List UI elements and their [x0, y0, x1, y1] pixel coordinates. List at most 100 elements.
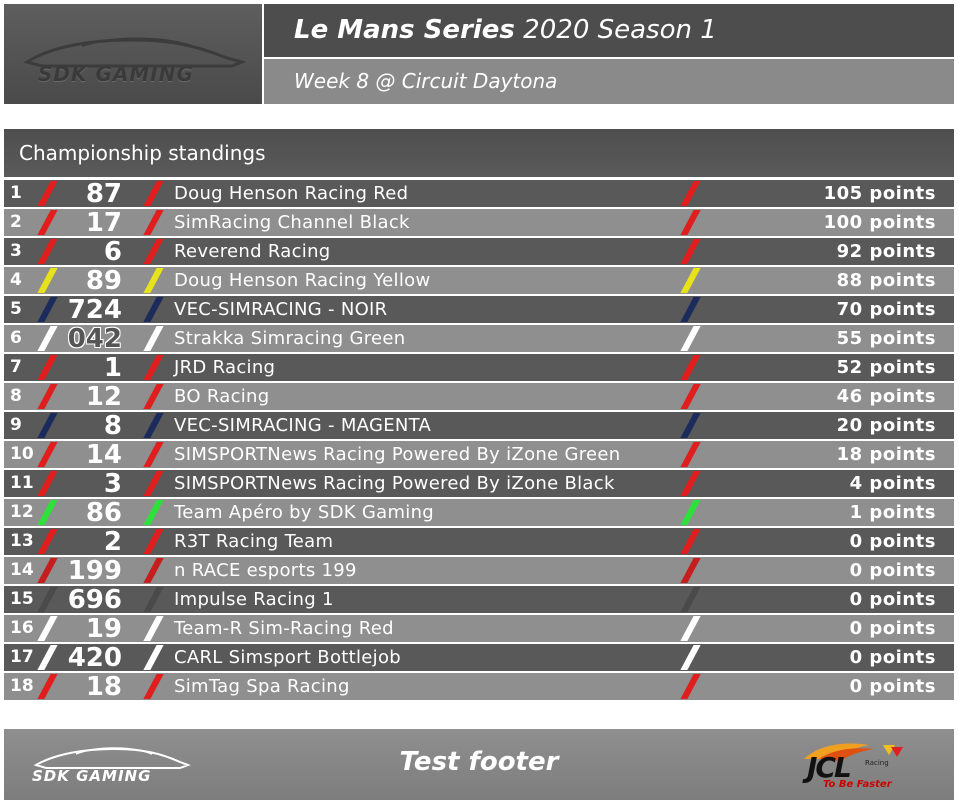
flame-icon — [804, 743, 903, 761]
standings-row: 6 042 Strakka Simracing Green 55 points — [4, 324, 954, 354]
team-points: 70 points — [836, 299, 936, 320]
team-color-stripe — [143, 210, 164, 235]
car-number: 042 — [67, 324, 122, 354]
car-number: 8 — [103, 411, 122, 441]
team-color-stripe — [37, 355, 58, 380]
position: 2 — [10, 212, 22, 232]
standings-row: 1 87 Doug Henson Racing Red 105 points — [4, 179, 954, 209]
standings-row: 5 724 VEC-SIMRACING - NOIR 70 points — [4, 295, 954, 325]
footer-text: Test footer — [399, 747, 559, 777]
standings-row: 2 17 SimRacing Channel Black 100 points — [4, 208, 954, 238]
team-name: Team-R Sim-Racing Red — [174, 618, 394, 639]
team-color-stripe — [37, 239, 58, 264]
team-color-stripe — [680, 384, 701, 409]
team-color-stripe — [37, 587, 58, 612]
team-points: 0 points — [849, 676, 936, 697]
section-title: Championship standings — [19, 141, 266, 165]
team-color-stripe — [680, 297, 701, 322]
team-points: 0 points — [849, 589, 936, 610]
team-color-stripe — [680, 268, 701, 293]
jcl-racing-logo: JCL Racing To Be Faster — [799, 739, 919, 791]
position: 14 — [10, 560, 34, 580]
team-color-stripe — [37, 558, 58, 583]
car-number: 14 — [85, 440, 122, 470]
standings-row: 15 696 Impulse Racing 1 0 points — [4, 585, 954, 615]
team-points: 52 points — [836, 357, 936, 378]
position: 10 — [10, 444, 34, 464]
sdk-gaming-logo: SDK GAMING — [4, 4, 262, 104]
position: 3 — [10, 241, 22, 261]
team-name: BO Racing — [174, 386, 270, 407]
page-title: Le Mans Series 2020 Season 1 — [294, 15, 717, 45]
team-points: 88 points — [836, 270, 936, 291]
team-color-stripe — [143, 645, 164, 670]
car-number: 724 — [67, 295, 122, 325]
standings-row: 12 86 Team Apéro by SDK Gaming 1 points — [4, 498, 954, 528]
team-color-stripe — [680, 442, 701, 467]
team-color-stripe — [680, 471, 701, 496]
team-color-stripe — [143, 384, 164, 409]
title-series: Le Mans Series — [294, 15, 515, 45]
standings-row: 7 1 JRD Racing 52 points — [4, 353, 954, 383]
team-color-stripe — [680, 587, 701, 612]
team-points: 0 points — [849, 531, 936, 552]
title-bar: Le Mans Series 2020 Season 1 — [264, 4, 954, 57]
team-color-stripe — [37, 210, 58, 235]
team-color-stripe — [143, 674, 164, 699]
team-color-stripe — [143, 268, 164, 293]
team-name: Doug Henson Racing Yellow — [174, 270, 431, 291]
team-color-stripe — [143, 529, 164, 554]
team-color-stripe — [37, 326, 58, 351]
team-color-stripe — [37, 645, 58, 670]
team-color-stripe — [37, 674, 58, 699]
title-season: 2020 Season 1 — [514, 15, 717, 45]
car-number: 696 — [67, 585, 122, 615]
logo-text: SDK GAMING — [38, 62, 194, 86]
standings-row: 3 6 Reverend Racing 92 points — [4, 237, 954, 267]
footer: SDK GAMING Test footer JCL Racing To Be … — [4, 729, 954, 800]
team-name: VEC-SIMRACING - NOIR — [174, 299, 388, 320]
week-label: Week 8 @ Circuit Daytona — [294, 69, 558, 93]
team-color-stripe — [680, 210, 701, 235]
team-points: 105 points — [823, 183, 936, 204]
position: 7 — [10, 357, 22, 377]
team-points: 0 points — [849, 560, 936, 581]
standings-row: 4 89 Doug Henson Racing Yellow 88 points — [4, 266, 954, 296]
team-color-stripe — [37, 384, 58, 409]
position: 12 — [10, 502, 34, 522]
team-color-stripe — [680, 355, 701, 380]
team-color-stripe — [680, 500, 701, 525]
team-color-stripe — [143, 239, 164, 264]
team-points: 18 points — [836, 444, 936, 465]
team-color-stripe — [143, 471, 164, 496]
team-name: Strakka Simracing Green — [174, 328, 406, 349]
team-points: 92 points — [836, 241, 936, 262]
team-color-stripe — [143, 181, 164, 206]
team-color-stripe — [143, 326, 164, 351]
standings-table: 1 87 Doug Henson Racing Red 105 points 2 17 Si… — [4, 179, 954, 702]
car-number: 87 — [85, 179, 122, 209]
team-name: n RACE esports 199 — [174, 560, 357, 581]
jcl-racing-text: Racing — [865, 759, 889, 767]
team-color-stripe — [37, 471, 58, 496]
standings-row: 17 420 CARL Simsport Bottlejob 0 points — [4, 643, 954, 673]
footer-logo-text: SDK GAMING — [32, 767, 152, 785]
team-color-stripe — [143, 558, 164, 583]
position: 9 — [10, 415, 22, 435]
standings-row: 9 8 VEC-SIMRACING - MAGENTA 20 points — [4, 411, 954, 441]
position: 5 — [10, 299, 22, 319]
team-name: CARL Simsport Bottlejob — [174, 647, 401, 668]
position: 4 — [10, 270, 22, 290]
car-number: 6 — [103, 237, 122, 267]
team-color-stripe — [37, 500, 58, 525]
standings-row: 16 19 Team-R Sim-Racing Red 0 points — [4, 614, 954, 644]
position: 8 — [10, 386, 22, 406]
car-number: 19 — [85, 614, 122, 644]
team-color-stripe — [37, 442, 58, 467]
team-points: 0 points — [849, 647, 936, 668]
team-color-stripe — [680, 674, 701, 699]
car-silhouette-icon — [33, 747, 191, 769]
position: 15 — [10, 589, 34, 609]
team-color-stripe — [37, 529, 58, 554]
standings-row: 10 14 SIMSPORTNews Racing Powered By iZone… — [4, 440, 954, 470]
